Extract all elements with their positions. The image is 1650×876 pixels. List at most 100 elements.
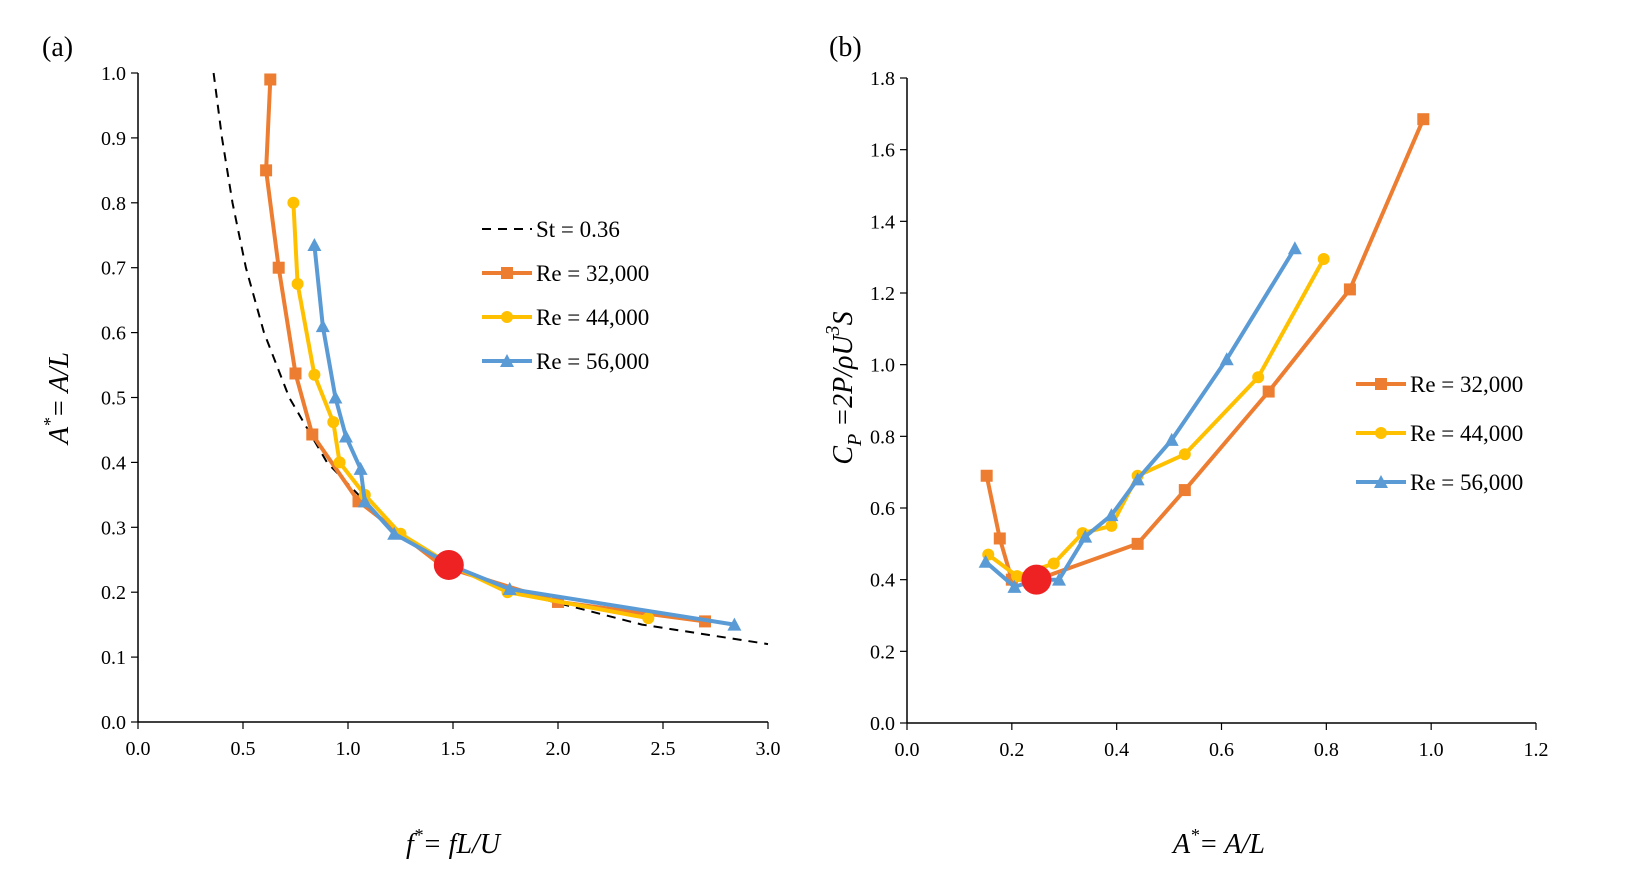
legend-marker xyxy=(501,311,513,323)
legend-b: Re = 32,000 Re = 44,000 Re = 56,000 xyxy=(1356,372,1523,495)
highlight-point xyxy=(433,549,464,580)
data-point xyxy=(1417,113,1430,126)
y-tick-label: 0.4 xyxy=(101,452,126,474)
data-point xyxy=(1252,371,1265,384)
data-point xyxy=(328,390,343,404)
axis-ticks-b: 0.0 0.2 0.4 0.6 0.8 1.0 1.2 0.0 0.2 0.4 0.6 0.8 1.0 1… xyxy=(870,68,1549,761)
data-point xyxy=(272,261,285,274)
legend-entry: Re = 44,000 xyxy=(482,305,649,330)
y-tick-label: 0.6 xyxy=(870,498,895,520)
panel-label-a: (a) xyxy=(42,32,73,63)
x-tick-label: 0.0 xyxy=(895,739,920,761)
y-tick-label: 1.0 xyxy=(870,355,895,377)
legend-marker xyxy=(500,354,514,367)
x-tick-label: 3.0 xyxy=(756,738,781,760)
data-point xyxy=(333,456,346,469)
legend-label: Re = 56,000 xyxy=(1410,470,1523,495)
data-point xyxy=(338,429,353,443)
data-point xyxy=(353,461,368,475)
x-tick-label: 0.0 xyxy=(126,738,151,760)
data-point xyxy=(306,428,319,441)
y-tick-label: 0.1 xyxy=(101,647,126,669)
legend-label: Re = 44,000 xyxy=(1410,421,1523,446)
legend-marker xyxy=(1374,475,1388,488)
y-tick-label: 0.9 xyxy=(101,128,126,150)
chart-b: (b) 0.0 0.2 0.4 0.6 0.8 1.0 1.2 0.0 0.2 0.4 0.6 0.8… xyxy=(822,32,1549,860)
data-point xyxy=(1178,484,1191,497)
data-point xyxy=(980,469,993,482)
legend-label: Re = 32,000 xyxy=(1410,372,1523,397)
data-point xyxy=(287,196,300,209)
data-point xyxy=(1343,283,1356,296)
data-point xyxy=(1078,529,1093,543)
legend-entry: Re = 56,000 xyxy=(482,349,649,374)
y-tick-label: 0.3 xyxy=(101,517,126,539)
x-tick-label: 1.0 xyxy=(1419,739,1444,761)
data-point xyxy=(308,368,321,381)
data-point xyxy=(1104,508,1119,522)
data-point xyxy=(1178,448,1191,461)
legend-marker xyxy=(1375,427,1387,439)
x-tick-label: 1.2 xyxy=(1524,739,1549,761)
y-tick-label: 0.5 xyxy=(101,388,126,410)
data-point xyxy=(357,494,372,508)
data-point xyxy=(727,617,742,631)
legend-entry: Re = 32,000 xyxy=(1356,372,1523,397)
y-tick-label: 0.8 xyxy=(870,426,895,448)
data-point xyxy=(1131,537,1144,550)
series-line xyxy=(212,72,769,646)
x-tick-label: 0.5 xyxy=(231,738,256,760)
x-tick-label: 2.5 xyxy=(651,738,676,760)
legend-label: St = 0.36 xyxy=(536,217,620,242)
data-point xyxy=(327,416,340,429)
data-point xyxy=(993,532,1006,545)
x-tick-label: 1.0 xyxy=(336,738,361,760)
highlight-point xyxy=(1021,564,1052,595)
data-point xyxy=(1011,570,1024,583)
y-axis-label-b: CP =2P/ρU3S xyxy=(822,311,866,464)
data-point xyxy=(1262,385,1275,398)
data-point xyxy=(315,319,330,333)
series-line xyxy=(987,258,1326,579)
data-point xyxy=(1287,241,1302,255)
legend-entry: Re = 32,000 xyxy=(482,261,649,286)
x-tick-label: 0.6 xyxy=(1209,739,1234,761)
series-3 xyxy=(307,237,742,631)
y-tick-label: 0.6 xyxy=(101,323,126,345)
panel-label-b: (b) xyxy=(829,32,862,63)
data-point xyxy=(1052,572,1067,586)
data-point xyxy=(502,581,517,595)
legend-entry: Re = 44,000 xyxy=(1356,421,1523,446)
x-axis-label-b: A*= A/L xyxy=(1171,825,1265,860)
axis-ticks-a: 0.0 0.5 1.0 1.5 2.0 2.5 3.0 0.0 0.1 0.2 0.3 0.4 0.5 0… xyxy=(101,63,781,760)
y-tick-label: 0.0 xyxy=(101,712,126,734)
data-point xyxy=(1105,519,1118,532)
legend-entry: St = 0.36 xyxy=(482,217,620,242)
y-tick-label: 0.2 xyxy=(101,582,126,604)
y-tick-label: 1.8 xyxy=(870,68,895,90)
series-0 xyxy=(212,72,769,646)
legend-entry: Re = 56,000 xyxy=(1356,470,1523,495)
legend-label: Re = 56,000 xyxy=(536,349,649,374)
legend-label: Re = 32,000 xyxy=(536,261,649,286)
x-tick-label: 0.2 xyxy=(999,739,1024,761)
y-tick-label: 1.0 xyxy=(101,63,126,85)
legend-marker xyxy=(1375,378,1387,390)
legend-a: St = 0.36 Re = 32,000 Re = 44,000 Re = 56,0… xyxy=(482,217,649,374)
y-tick-label: 0.7 xyxy=(101,258,126,280)
y-tick-label: 1.2 xyxy=(870,283,895,305)
legend-marker xyxy=(501,267,513,279)
data-point xyxy=(291,277,304,290)
chart-a: (a) 0.0 0.5 1.0 1.5 2.0 2.5 3.0 0.0 0.1 0.2 0.3 0.4… xyxy=(40,32,781,860)
x-axis-label-a: f*= fL/U xyxy=(406,825,502,860)
data-point xyxy=(1130,472,1145,486)
data-point xyxy=(1219,352,1234,366)
data-point xyxy=(264,73,277,86)
y-tick-label: 0.0 xyxy=(870,713,895,735)
y-tick-label: 1.4 xyxy=(870,211,895,233)
y-tick-label: 0.2 xyxy=(870,641,895,663)
x-tick-label: 0.4 xyxy=(1104,739,1129,761)
data-point xyxy=(260,164,273,177)
data-point xyxy=(1164,432,1179,446)
